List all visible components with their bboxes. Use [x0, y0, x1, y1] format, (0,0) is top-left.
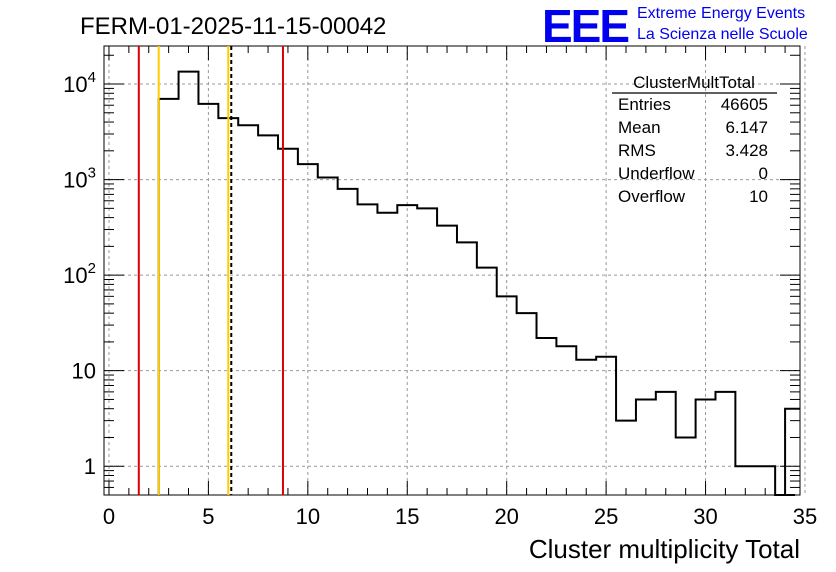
plot-frame	[103, 45, 801, 496]
eee-logo-line2: La Scienza nelle Scuole	[637, 26, 808, 43]
histogram-bin	[576, 360, 596, 495]
histogram-bin	[696, 399, 716, 495]
x-tick-label: 5	[202, 504, 214, 529]
y-tick-labels: 1 10 102 103 104	[63, 69, 96, 479]
eee-logo-line1: Extreme Energy Events	[637, 5, 805, 22]
x-tick-labels: 0 5 10 15 20 25 30 35	[103, 504, 817, 529]
x-axis-title: Cluster multiplicity Total	[529, 534, 800, 564]
vertical-markers	[137, 46, 284, 495]
histogram-bin	[556, 346, 576, 495]
histogram-bin	[338, 189, 358, 495]
x-tick-label: 20	[494, 504, 518, 529]
stats-row-label: Entries	[618, 95, 671, 114]
histogram-bin	[397, 205, 417, 495]
y-tick-label: 102	[63, 260, 96, 288]
histogram-bin	[437, 226, 457, 495]
histogram-bin	[497, 296, 517, 495]
x-tick-label: 0	[103, 504, 115, 529]
x-tick-label: 30	[693, 504, 717, 529]
histogram-bin	[377, 213, 397, 495]
histogram-bin	[358, 204, 378, 495]
histogram-bin	[596, 357, 616, 495]
histogram-bin	[715, 392, 735, 495]
y-tick-label: 104	[63, 69, 96, 97]
eee-logo: EEE Extreme Energy Events La Scienza nel…	[542, 0, 808, 52]
x-tick-label: 25	[594, 504, 618, 529]
histogram-bin	[755, 466, 775, 495]
histogram-bin	[417, 208, 437, 495]
stats-row-value: 46605	[721, 95, 768, 114]
stats-row-label: RMS	[618, 141, 656, 160]
stats-row-value: 6.147	[725, 118, 768, 137]
histogram-bin	[318, 178, 338, 495]
histogram-bin	[676, 437, 696, 495]
histogram-bin	[616, 421, 636, 495]
histogram-bin	[298, 164, 318, 495]
eee-logo-text: EEE	[542, 0, 628, 52]
x-tick-label: 35	[793, 504, 817, 529]
histogram-bin	[258, 135, 278, 495]
histogram-bin	[198, 104, 218, 495]
stats-box-title: ClusterMultTotal	[633, 73, 755, 92]
histogram-bin	[517, 313, 537, 495]
stats-row-label: Mean	[618, 118, 661, 137]
stats-row-value: 0	[759, 164, 768, 183]
histogram-bin	[278, 149, 298, 495]
histogram-bin	[656, 392, 676, 495]
histogram-bin	[159, 99, 179, 495]
y-tick-label: 103	[63, 165, 96, 193]
y-tick-label: 10	[72, 359, 96, 384]
histogram-bin	[238, 125, 258, 495]
x-tick-label: 10	[296, 504, 320, 529]
stats-row-label: Overflow	[618, 187, 686, 206]
histogram-outline	[157, 70, 796, 496]
stats-row-label: Underflow	[618, 164, 695, 183]
stats-rows: Entries 46605 Mean 6.147 RMS 3.428 Underflow 0 O…	[618, 95, 768, 206]
histogram-bin	[477, 268, 497, 495]
stats-row-value: 10	[749, 187, 768, 206]
axis-ticks	[104, 46, 800, 496]
histogram-bin	[537, 338, 557, 495]
histogram-bin	[735, 466, 755, 495]
histogram-bin	[636, 399, 656, 495]
histogram-bin	[457, 242, 477, 495]
histogram-series	[157, 70, 800, 496]
run-title: FERM-01-2025-11-15-00042	[80, 13, 386, 40]
histogram-bin	[179, 72, 199, 495]
y-tick-label: 1	[84, 454, 96, 479]
x-tick-label: 15	[395, 504, 419, 529]
histogram-overflow-bin	[784, 407, 800, 495]
stats-box: ClusterMultTotal Entries 46605 Mean 6.147 RM…	[612, 73, 777, 206]
stats-row-value: 3.428	[725, 141, 768, 160]
